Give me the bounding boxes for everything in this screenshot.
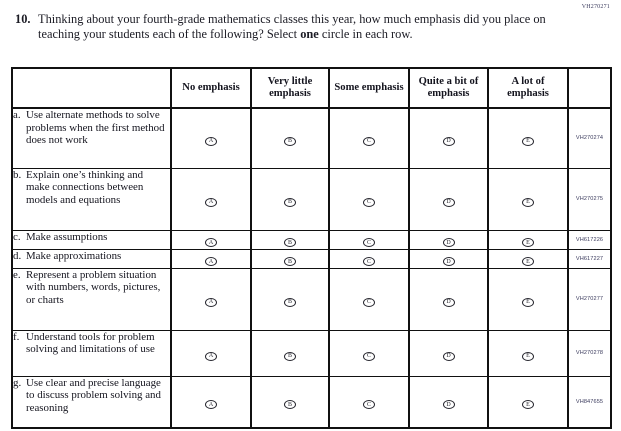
answer-circle-b[interactable]: B: [284, 351, 296, 361]
question-text-after: circle in each row.: [318, 26, 413, 41]
row-code: VH270274: [567, 107, 612, 169]
header-no-emphasis: No emphasis: [170, 67, 252, 109]
answer-circle-c[interactable]: C: [363, 351, 375, 361]
answer-circle-e[interactable]: E: [522, 238, 534, 247]
answer-circle-a[interactable]: A: [205, 238, 217, 247]
answer-circle-d[interactable]: D: [442, 351, 455, 361]
emphasis-response-table: No emphasis Very little emphasis Some em…: [11, 67, 612, 429]
answer-circle-a[interactable]: A: [205, 351, 217, 361]
question-text-before: Thinking about your fourth-grade mathema…: [38, 12, 546, 41]
header-empty-code-cell: [567, 67, 612, 109]
question-block: 10. Thinking about your fourth-grade mat…: [15, 12, 563, 41]
answer-circle-a[interactable]: A: [205, 297, 217, 307]
answer-circle-c[interactable]: C: [363, 400, 375, 410]
answer-circle-d[interactable]: D: [442, 238, 455, 247]
row-letter: c.: [13, 230, 21, 243]
answer-circle-b[interactable]: B: [284, 400, 296, 410]
answer-circle-b[interactable]: B: [284, 197, 296, 207]
answer-circle-c[interactable]: C: [363, 297, 375, 307]
header-a-lot-of-emphasis: A lot of emphasis: [487, 67, 569, 109]
row-label: Make approximations: [26, 249, 122, 262]
row-letter: f.: [13, 330, 20, 343]
answer-circle-b[interactable]: B: [284, 257, 296, 266]
row-code: VH617226: [567, 229, 612, 250]
table-row: d. Make approximations A B C D E VH61722…: [11, 248, 612, 269]
answer-circle-b[interactable]: B: [284, 297, 296, 307]
question-text: Thinking about your fourth-grade mathema…: [38, 12, 563, 41]
row-letter: e.: [13, 268, 21, 281]
row-code: VH270275: [567, 167, 612, 231]
row-label: Use clear and precise language to discus…: [26, 376, 161, 414]
table-row: f. Understand tools for problem solving …: [11, 329, 612, 377]
header-some-emphasis: Some emphasis: [328, 67, 410, 109]
answer-circle-e[interactable]: E: [522, 257, 534, 266]
header-quite-a-bit-of-emphasis: Quite a bit of emphasis: [408, 67, 489, 109]
answer-circle-c[interactable]: C: [363, 238, 375, 247]
answer-circle-a[interactable]: A: [205, 257, 217, 266]
row-label: Represent a problem situation with numbe…: [26, 268, 161, 306]
row-code: VH270278: [567, 329, 612, 377]
answer-circle-c[interactable]: C: [363, 197, 375, 207]
row-label: Make assumptions: [26, 230, 108, 243]
answer-circle-d[interactable]: D: [442, 197, 455, 207]
answer-circle-b[interactable]: B: [284, 136, 296, 146]
answer-circle-d[interactable]: D: [442, 257, 455, 266]
answer-circle-b[interactable]: B: [284, 238, 296, 247]
table-row: a. Use alternate methods to solve proble…: [11, 107, 612, 169]
table-body: a. Use alternate methods to solve proble…: [11, 107, 612, 429]
table-row: e. Represent a problem situation with nu…: [11, 267, 612, 331]
row-label: Use alternate methods to solve problems …: [26, 109, 165, 147]
row-code: VH270277: [567, 267, 612, 331]
question-number: 10.: [15, 12, 31, 26]
table-row: b. Explain one’s thinking and make conne…: [11, 167, 612, 231]
answer-circle-e[interactable]: E: [522, 351, 534, 361]
row-letter: d.: [13, 249, 22, 262]
answer-circle-e[interactable]: E: [522, 297, 534, 307]
row-code: VH617227: [567, 248, 612, 269]
answer-circle-e[interactable]: E: [522, 197, 534, 207]
row-letter: a.: [13, 109, 21, 121]
answer-circle-c[interactable]: C: [363, 257, 375, 266]
table-header-row: No emphasis Very little emphasis Some em…: [11, 67, 612, 109]
table-row: c. Make assumptions A B C D E VH617226: [11, 229, 612, 250]
row-label: Understand tools for problem solving and…: [26, 330, 155, 356]
answer-circle-d[interactable]: D: [442, 400, 455, 410]
question-text-bold: one: [300, 26, 319, 41]
answer-circle-a[interactable]: A: [205, 400, 217, 410]
answer-circle-e[interactable]: E: [522, 136, 534, 146]
form-item-code: VH270271: [581, 4, 610, 10]
row-label: Explain one’s thinking and make connecti…: [26, 168, 144, 206]
answer-circle-d[interactable]: D: [442, 297, 455, 307]
answer-circle-a[interactable]: A: [205, 197, 217, 207]
answer-circle-a[interactable]: A: [205, 136, 217, 146]
header-empty-label-cell: [11, 67, 172, 109]
header-very-little-emphasis: Very little emphasis: [250, 67, 330, 109]
row-code: VH847655: [567, 375, 612, 429]
row-letter: g.: [13, 376, 22, 389]
answer-circle-c[interactable]: C: [363, 136, 375, 146]
answer-circle-d[interactable]: D: [442, 136, 455, 146]
answer-circle-e[interactable]: E: [522, 400, 534, 410]
row-letter: b.: [13, 168, 22, 181]
table-row: g. Use clear and precise language to dis…: [11, 375, 612, 429]
